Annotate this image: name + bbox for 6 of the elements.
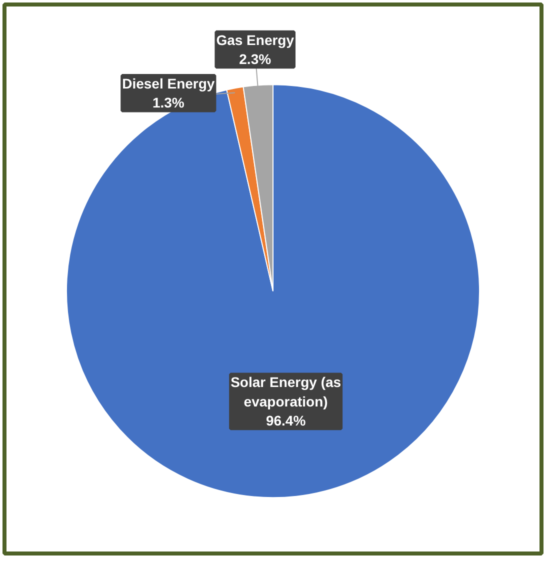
data-label: 96.4% <box>266 412 306 429</box>
slice-label: Gas Energy <box>216 32 294 48</box>
slice-label: Diesel Energy <box>122 76 215 92</box>
slice-label: Solar Energy (as evaporation) <box>230 374 342 410</box>
data-label: 2.3% <box>239 51 272 68</box>
data-label: 1.3% <box>152 94 185 111</box>
